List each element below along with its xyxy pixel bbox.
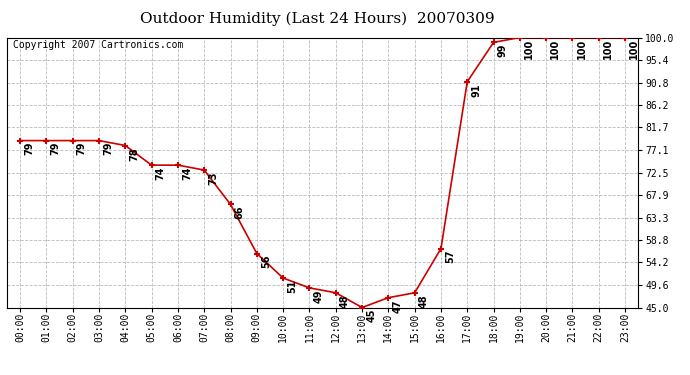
Text: 99: 99 bbox=[497, 44, 508, 57]
Text: 78: 78 bbox=[130, 147, 139, 160]
Text: 51: 51 bbox=[287, 279, 297, 293]
Text: Copyright 2007 Cartronics.com: Copyright 2007 Cartronics.com bbox=[13, 40, 184, 50]
Text: 79: 79 bbox=[24, 142, 34, 156]
Text: 73: 73 bbox=[208, 171, 218, 185]
Text: 57: 57 bbox=[445, 250, 455, 264]
Text: 49: 49 bbox=[313, 289, 324, 303]
Text: 48: 48 bbox=[419, 294, 428, 308]
Text: 79: 79 bbox=[50, 142, 61, 156]
Text: 100: 100 bbox=[551, 39, 560, 59]
Text: 56: 56 bbox=[261, 255, 271, 268]
Text: 45: 45 bbox=[366, 309, 376, 322]
Text: 100: 100 bbox=[577, 39, 586, 59]
Text: 47: 47 bbox=[393, 299, 402, 313]
Text: 74: 74 bbox=[182, 166, 192, 180]
Text: 91: 91 bbox=[471, 83, 482, 97]
Text: 79: 79 bbox=[103, 142, 113, 156]
Text: Outdoor Humidity (Last 24 Hours)  20070309: Outdoor Humidity (Last 24 Hours) 2007030… bbox=[140, 11, 495, 26]
Text: 66: 66 bbox=[235, 206, 245, 219]
Text: 74: 74 bbox=[156, 166, 166, 180]
Text: 100: 100 bbox=[524, 39, 534, 59]
Text: 48: 48 bbox=[340, 294, 350, 308]
Text: 100: 100 bbox=[629, 39, 639, 59]
Text: 79: 79 bbox=[77, 142, 87, 156]
Text: 100: 100 bbox=[603, 39, 613, 59]
